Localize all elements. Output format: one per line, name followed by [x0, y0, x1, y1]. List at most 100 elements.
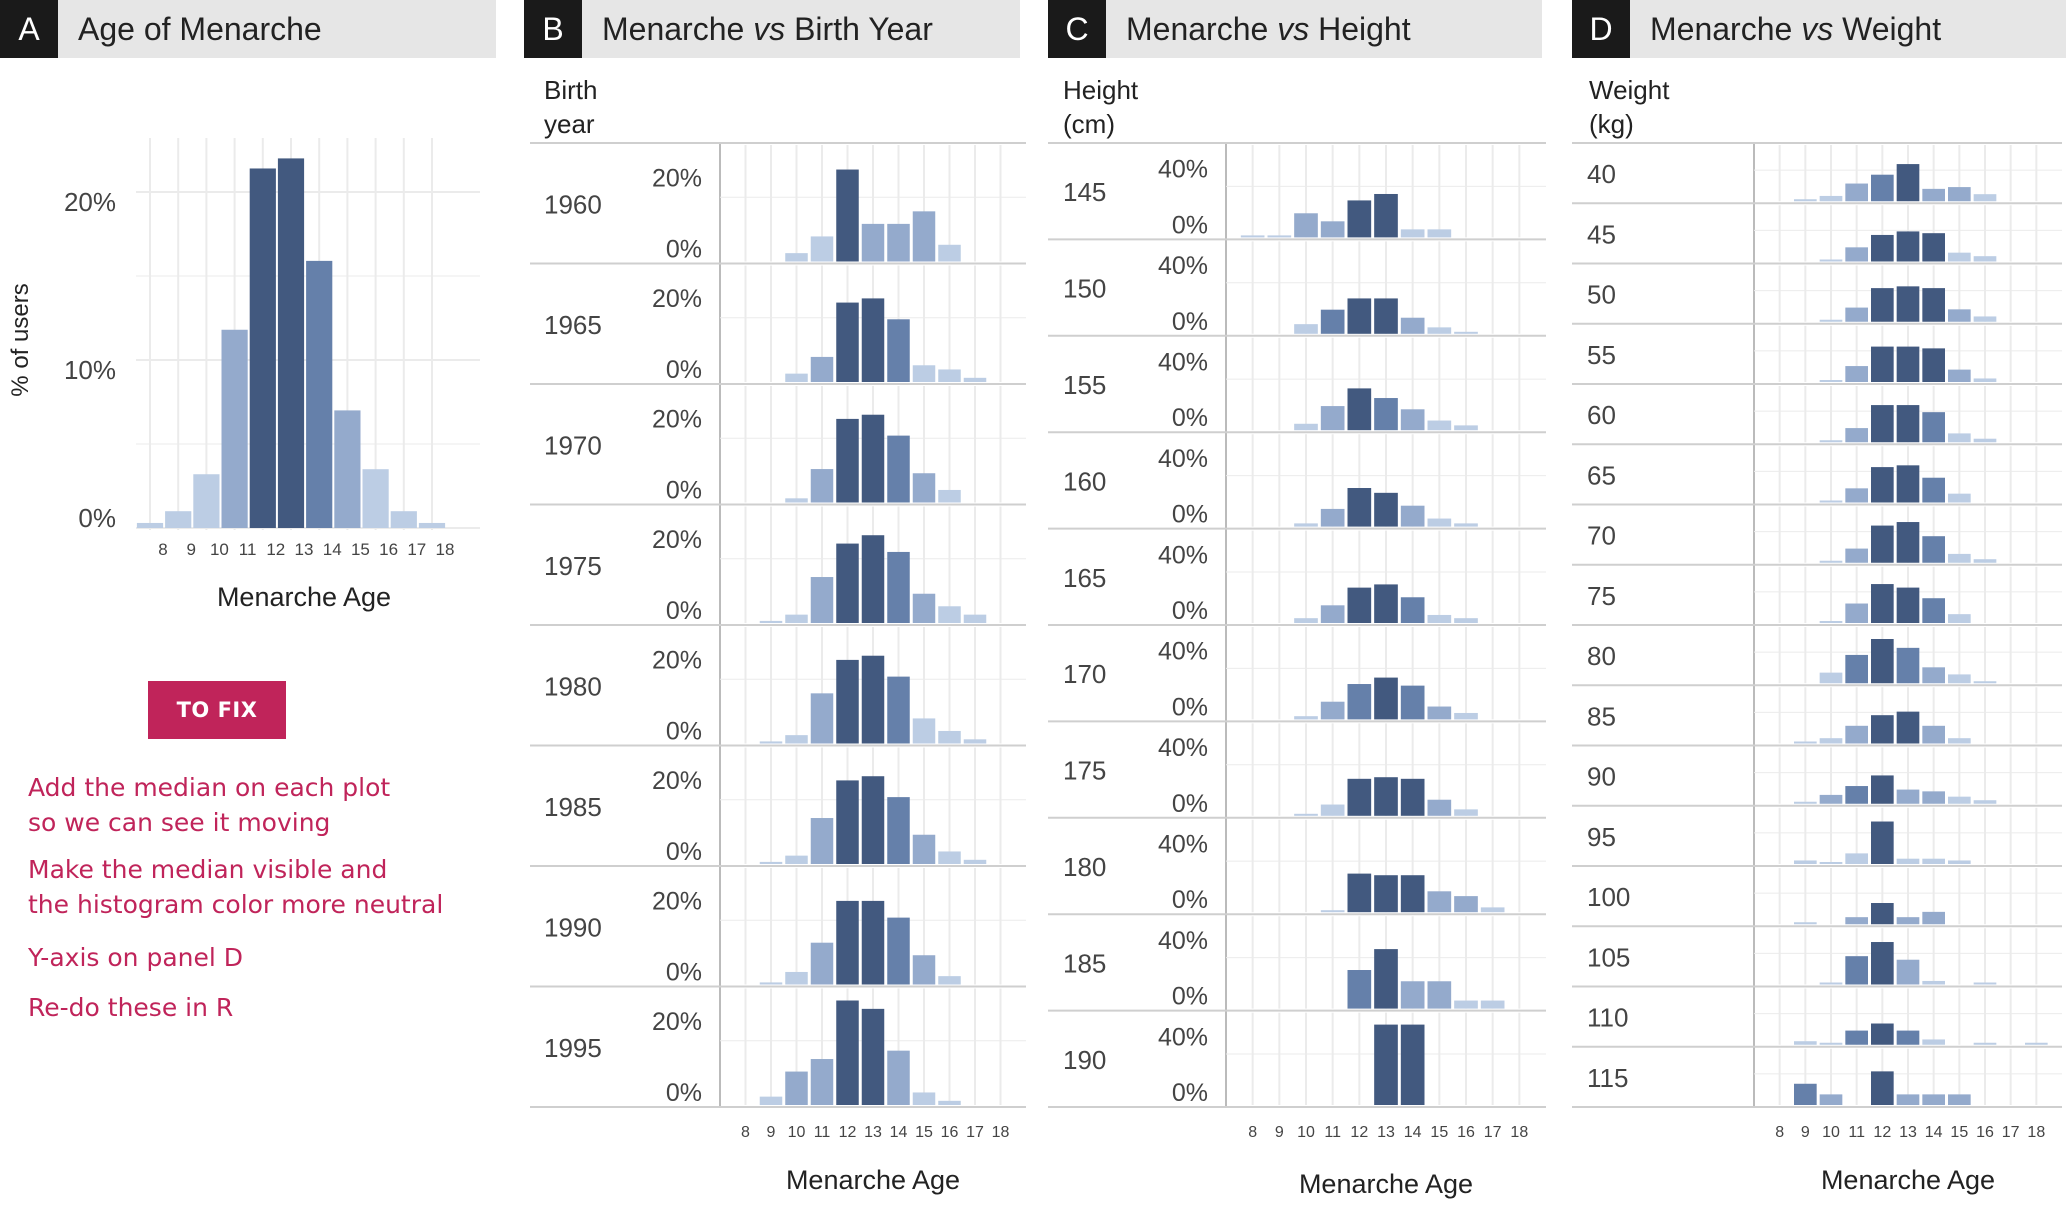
panel-D-bar-95-age-12 [1871, 821, 1894, 864]
panel-D-bar-70-age-16 [1973, 559, 1997, 563]
panel-D-bar-90-age-15 [1948, 796, 1971, 804]
panel-B-bar-1980-age-14 [887, 676, 910, 744]
panel-B-title-part-0: Menarche [602, 11, 753, 47]
panel-D-bar-70-age-15 [1948, 553, 1971, 563]
panel-D-bar-85-age-13 [1896, 711, 1920, 744]
panel-A-bar-age-8 [136, 522, 164, 528]
panel-D-bar-75-age-12 [1871, 584, 1894, 623]
panel-C-bar-155-age-10 [1294, 423, 1318, 431]
panel-D-bar-40-age-15 [1948, 187, 1971, 202]
panel-C-facet-190 [1048, 1009, 1546, 1105]
panel-D-bar-40-age-14 [1922, 188, 1945, 202]
panel-D-facet-value-100: 100 [1587, 882, 1630, 912]
panel-D-bar-90-age-11 [1845, 786, 1868, 804]
panel-D-bar-55-age-15 [1948, 369, 1971, 382]
panel-C-bar-150-age-13 [1374, 298, 1398, 334]
panel-C-ytick-zero: 0% [1172, 1079, 1208, 1107]
panel-B-letter: B [542, 11, 563, 47]
panel-D-facet-110 [1572, 985, 2062, 1045]
panel-A-ytick-20pct: 20% [64, 187, 116, 217]
panel-B-bar-1975-age-16 [938, 606, 961, 623]
panel-B-bar-1990-age-14 [887, 917, 910, 985]
panel-D-bar-40-age-16 [1973, 194, 1997, 202]
panel-D-title-part-0: Menarche [1650, 11, 1801, 47]
panel-B-bar-1980-age-16 [938, 730, 961, 744]
panel-C-bar-145-age-15 [1427, 229, 1452, 238]
panel-B-bar-1990-age-15 [912, 955, 936, 985]
panel-B-bar-1990-age-13 [861, 900, 885, 985]
panel-B-bar-1980-age-12 [836, 659, 859, 744]
panel-C-bar-145-age-8 [1240, 235, 1265, 238]
panel-D-bar-90-age-10 [1819, 794, 1843, 804]
panel-C-ytick-zero: 0% [1172, 886, 1208, 914]
panel-D-facet-60 [1572, 383, 2062, 443]
panel-D-bar-100-age-9 [1794, 922, 1817, 925]
panel-D-bar-90-age-12 [1871, 775, 1894, 804]
panel-D-bar-60-age-14 [1922, 412, 1945, 443]
panel-B-bar-1980-age-11 [810, 693, 834, 744]
panel-D-bar-70-age-12 [1871, 525, 1894, 563]
panel-C-xlabel: Menarche Age [1299, 1169, 1473, 1199]
panel-D-bar-45-age-16 [1973, 256, 1997, 262]
panel-D-bar-75-age-13 [1896, 587, 1920, 623]
panel-B-facet-1980 [530, 624, 1026, 744]
panel-C-ytick-high: 40% [1158, 156, 1208, 184]
panel-B-ytick-high: 20% [652, 526, 702, 554]
panel-C-xtick-9: 9 [1275, 1124, 1284, 1141]
panel-B-bar-1995-age-14 [887, 1050, 910, 1105]
panel-D-letter: D [1589, 11, 1612, 47]
panel-C-facet-value-180: 180 [1063, 852, 1106, 882]
panel-C-bar-170-age-12 [1347, 684, 1372, 720]
panel-B-bar-1995-age-9 [759, 1096, 783, 1105]
panel-A-xtick-8: 8 [158, 540, 167, 559]
panel-C-ytick-zero: 0% [1172, 308, 1208, 336]
panel-D-bar-85-age-10 [1819, 738, 1843, 744]
panel-D-bar-110-age-18 [2025, 1042, 2048, 1045]
panel-C-facet-175 [1048, 720, 1546, 816]
panel-D-xtick-9: 9 [1801, 1124, 1810, 1141]
panel-D-bar-80-age-16 [1973, 681, 1997, 684]
panel-C-bar-160-age-10 [1294, 523, 1318, 527]
panel-B-facet-value-1995: 1995 [544, 1033, 602, 1063]
panel-B-bar-1990-age-11 [810, 942, 834, 985]
panel-D-bar-90-age-13 [1896, 789, 1920, 804]
panel-D-bar-55-age-16 [1973, 378, 1997, 382]
panel-C-title-part-2: Height [1309, 11, 1411, 47]
panel-B-title-part-2: Birth Year [785, 11, 933, 47]
panel-C-bar-180-age-17 [1480, 907, 1505, 913]
panel-C-ytick-zero: 0% [1172, 597, 1208, 625]
panel-D-bar-45-age-15 [1948, 252, 1971, 262]
panel-A-xlabel: Menarche Age [217, 582, 391, 612]
panel-C-bar-160-age-16 [1454, 523, 1478, 527]
panel-A-xtick-11: 11 [239, 540, 257, 559]
panel-D-xtick-11: 11 [1848, 1124, 1865, 1141]
panel-D-bar-115-age-13 [1896, 1094, 1920, 1105]
panel-B-bar-1995-age-12 [836, 1000, 859, 1105]
panel-B-facet-1975 [530, 503, 1026, 623]
panel-D-xtick-10: 10 [1822, 1124, 1840, 1141]
panel-A-bar-age-12 [249, 168, 276, 529]
panel-C-bar-160-age-14 [1400, 505, 1425, 527]
panel-A-ytick-0pct: 0% [78, 503, 116, 533]
panel-D-bar-105-age-10 [1819, 982, 1843, 985]
panel-B-title: Menarche vs Birth Year [602, 11, 933, 47]
panel-B-bar-1985-age-15 [912, 834, 936, 864]
panel-C-bar-170-age-13 [1374, 677, 1398, 720]
panel-D-bar-110-age-9 [1794, 1041, 1817, 1045]
panel-D-bar-50-age-13 [1896, 286, 1920, 322]
panel-D-bar-80-age-13 [1896, 647, 1920, 684]
panel-D-bar-110-age-10 [1819, 1042, 1843, 1045]
panel-D-bar-50-age-15 [1948, 309, 1971, 322]
panel-C-bar-185-age-14 [1400, 981, 1425, 1009]
panel-C-facet-value-175: 175 [1063, 756, 1106, 786]
panel-B-facet-value-1985: 1985 [544, 792, 602, 822]
panel-C-bar-155-age-11 [1320, 406, 1345, 431]
panel-C-bar-145-age-9 [1267, 235, 1292, 238]
panel-D-xtick-17: 17 [2002, 1124, 2020, 1141]
panel-A-bar-age-15 [334, 410, 361, 528]
panel-D-facet-value-110: 110 [1587, 1003, 1628, 1033]
panel-C-bar-165-age-14 [1400, 597, 1425, 623]
to-fix-button[interactable]: TO FIX [148, 681, 286, 739]
panel-D-bar-90-age-14 [1922, 791, 1945, 804]
panel-B-xtick-13: 13 [864, 1124, 882, 1141]
